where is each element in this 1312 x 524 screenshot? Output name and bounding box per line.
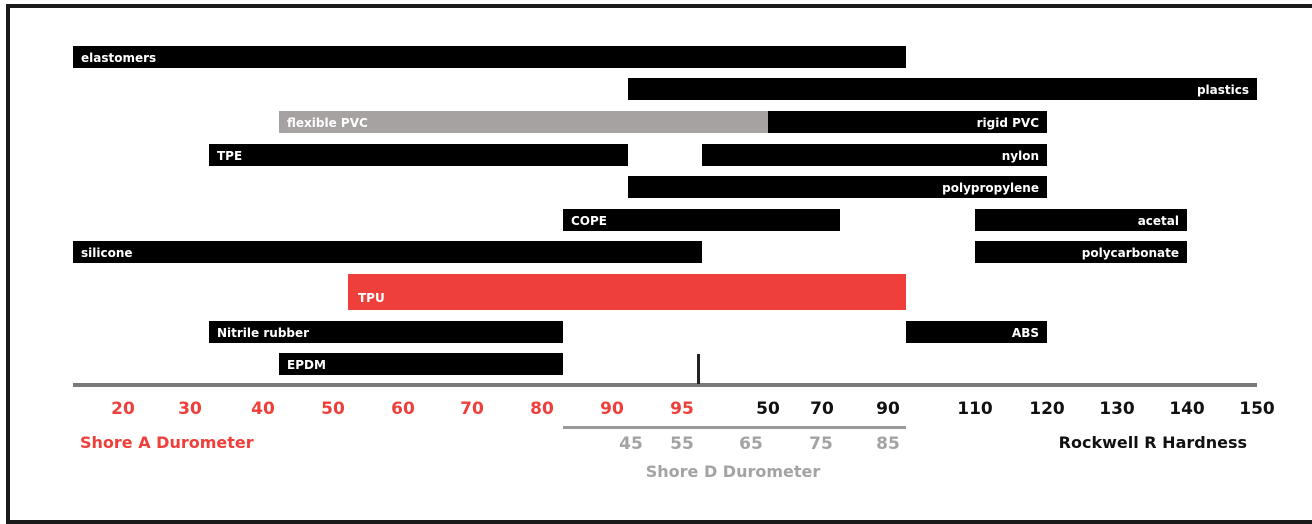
shore-d-axis-line [563,426,906,429]
bar-rect [209,144,628,166]
bar-label: acetal [1138,214,1179,228]
bar-rect [563,209,840,231]
shore-d-scale-title: Shore D Durometer [646,462,821,481]
bar-rect [628,78,1257,100]
bar-label: nylon [1002,149,1039,163]
bar-epdm: EPDM [279,353,563,375]
shore-d-tick-label: 45 [619,434,643,454]
bar-rect [768,111,1047,133]
bar-label: TPE [217,149,242,163]
bar-rigid-pvc: rigid PVC [768,111,1047,133]
bar-rect [209,321,563,343]
shore-a-tick-label: 50 [321,399,345,419]
bar-polycarbonate: polycarbonate [975,241,1187,263]
rockwell-tick-label: 150 [1239,399,1275,419]
bar-tpu: TPU [348,274,906,310]
bar-label: plastics [1197,83,1249,97]
bar-plastics: plastics [628,78,1257,100]
rockwell-tick-label: 120 [1029,399,1065,419]
shore-a-tick-label: 90 [600,399,624,419]
shore-d-tick-label: 55 [670,434,694,454]
bar-rect [279,353,563,375]
main-axis-line [73,383,1257,387]
hardness-comparison-chart: elastomers plastics flexible PVC rigid PVC T… [73,46,1275,481]
rockwell-tick-label: 130 [1099,399,1135,419]
bar-label: TPU [358,291,385,305]
shore-a-tick-label: 60 [391,399,415,419]
rockwell-tick-label: 90 [876,399,900,419]
bar-rect [975,241,1187,263]
bar-rect [975,209,1187,231]
bar-nitrile-rubber: Nitrile rubber [209,321,563,343]
bar-polypropylene: polypropylene [628,176,1047,198]
bar-label: EPDM [287,358,326,372]
shore-a-tick-label: 30 [178,399,202,419]
bar-label: polycarbonate [1082,246,1179,260]
bar-elastomers: elastomers [73,46,906,68]
bar-nylon: nylon [702,144,1047,166]
bar-label: ABS [1012,326,1039,340]
shore-d-tick-label: 85 [876,434,900,454]
bar-label: flexible PVC [287,116,368,130]
shore-a-tick-label: 40 [251,399,275,419]
bar-cope: COPE [563,209,840,231]
shore-a-tick-label: 95 [670,399,694,419]
bar-rect [628,176,1047,198]
bar-tpe: TPE [209,144,628,166]
shore-d-tick-label: 65 [739,434,763,454]
bar-label: Nitrile rubber [217,326,309,340]
bar-flexible-pvc: flexible PVC [279,111,768,133]
shore-d-tick-label: 75 [809,434,833,454]
bar-rect [279,111,768,133]
rockwell-tick-label: 50 [756,399,780,419]
bar-label: polypropylene [942,181,1039,195]
shore-a-tick-label: 70 [460,399,484,419]
bar-rect [73,241,702,263]
bar-label: COPE [571,214,607,228]
bars-layer: elastomers plastics flexible PVC rigid PVC T… [73,46,1257,375]
bar-label: silicone [81,246,133,260]
axis-layer: 20 30 40 50 60 70 80 90 95 50 70 90 110 120 130 140 150 4… [73,354,1275,454]
bar-abs: ABS [906,321,1047,343]
bar-silicone: silicone [73,241,702,263]
shore-a-tick-label: 20 [111,399,135,419]
bar-rect [702,144,1047,166]
bar-label: rigid PVC [977,116,1040,130]
divider-tick [697,354,700,384]
bar-label: elastomers [81,51,156,65]
bar-rect [906,321,1047,343]
rockwell-scale-title: Rockwell R Hardness [1059,433,1247,452]
rockwell-tick-label: 110 [957,399,993,419]
rockwell-tick-label: 70 [810,399,834,419]
shore-a-tick-label: 80 [530,399,554,419]
bar-rect [73,46,906,68]
bar-rect [348,274,906,310]
shore-a-scale-title: Shore A Durometer [80,433,254,452]
rockwell-tick-label: 140 [1169,399,1205,419]
bar-acetal: acetal [975,209,1187,231]
